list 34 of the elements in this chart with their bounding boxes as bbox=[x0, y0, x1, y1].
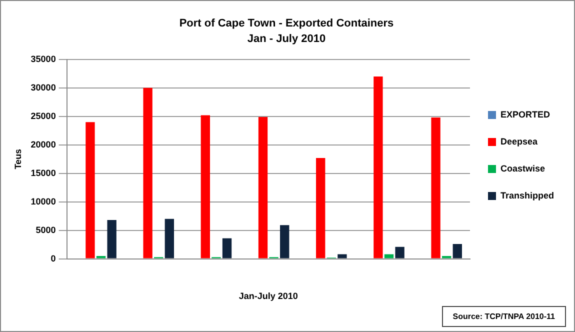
legend-label: Transhipped bbox=[500, 190, 554, 200]
bar bbox=[280, 225, 290, 258]
y-tick-label: 35000 bbox=[30, 54, 56, 64]
bar bbox=[200, 115, 210, 258]
bar bbox=[96, 256, 106, 258]
bar bbox=[374, 76, 383, 258]
y-tick-label: 25000 bbox=[30, 110, 56, 121]
legend-label: Coastwise bbox=[500, 163, 546, 174]
chart-subtitle: Jan - July 2010 bbox=[247, 32, 326, 45]
bar bbox=[384, 254, 394, 258]
bar bbox=[431, 118, 440, 258]
bar bbox=[442, 256, 452, 258]
bar bbox=[86, 122, 95, 258]
bar bbox=[395, 246, 404, 258]
source-note: Source: TCP/TNPA 2010-11 bbox=[442, 306, 566, 327]
legend-label: Deepsea bbox=[500, 136, 539, 146]
y-tick-label: 10000 bbox=[30, 196, 56, 206]
bar bbox=[143, 88, 152, 258]
chart-title: Port of Cape Town - Exported Containers bbox=[179, 18, 394, 30]
y-tick-label: 15000 bbox=[30, 168, 56, 178]
bar bbox=[222, 238, 232, 258]
legend-label: EXPORTED bbox=[500, 109, 550, 120]
y-axis-title: Teus bbox=[12, 148, 23, 170]
bar bbox=[452, 244, 462, 258]
y-tick-label: 20000 bbox=[30, 139, 56, 150]
bar bbox=[107, 220, 116, 258]
y-tick-label: 5000 bbox=[36, 224, 56, 235]
bar bbox=[316, 158, 326, 258]
bar bbox=[258, 116, 268, 258]
y-tick-label: 0 bbox=[50, 253, 56, 264]
x-axis-title: Jan-July 2010 bbox=[238, 291, 298, 302]
y-tick-label: 30000 bbox=[30, 82, 56, 92]
bar bbox=[164, 218, 174, 258]
bar bbox=[338, 254, 347, 258]
